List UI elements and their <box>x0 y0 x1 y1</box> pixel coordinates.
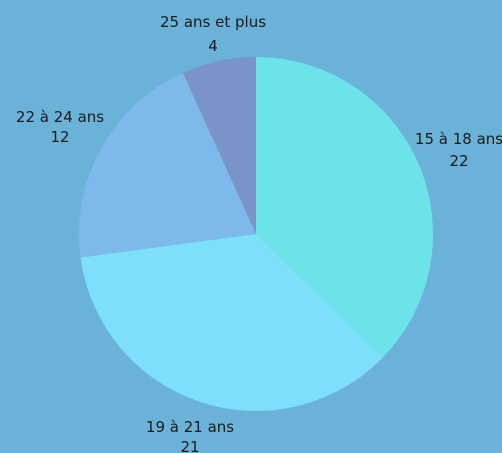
slice-label: 19 à 21 ans <box>146 418 234 436</box>
slice-value-label: 4 <box>208 37 218 55</box>
slice-value-label: 22 <box>449 152 468 170</box>
pie-slice <box>80 234 383 411</box>
slice-label: 15 à 18 ans <box>415 130 502 148</box>
pie-slice <box>182 57 256 234</box>
pie-slice <box>256 57 433 358</box>
slice-label: 22 à 24 ans <box>16 108 104 126</box>
slice-value-label: 12 <box>50 128 69 146</box>
slice-label: 25 ans et plus <box>160 13 266 31</box>
pie-slice <box>79 72 256 258</box>
slice-value-label: 21 <box>180 438 199 453</box>
